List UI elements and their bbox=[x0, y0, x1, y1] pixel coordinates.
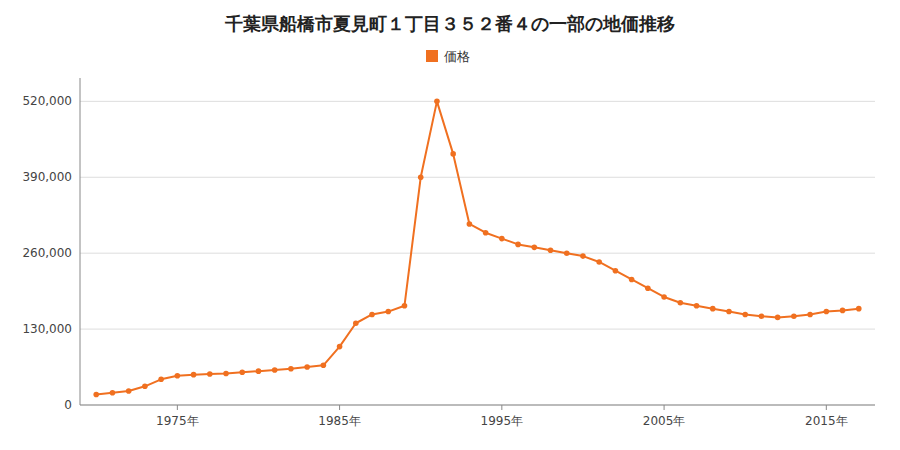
marker bbox=[239, 370, 245, 376]
grid bbox=[80, 101, 875, 405]
marker bbox=[515, 242, 521, 248]
x-tick-label: 2005年 bbox=[643, 414, 686, 428]
legend-swatch bbox=[426, 50, 438, 62]
marker bbox=[402, 303, 408, 309]
marker bbox=[613, 268, 619, 274]
marker bbox=[321, 362, 327, 368]
marker bbox=[191, 372, 197, 378]
marker bbox=[678, 300, 684, 306]
marker bbox=[824, 309, 830, 315]
y-tick-label: 260,000 bbox=[22, 246, 72, 260]
marker bbox=[726, 309, 732, 315]
marker bbox=[142, 384, 148, 390]
marker bbox=[661, 294, 667, 300]
x-tick bbox=[339, 405, 340, 410]
marker bbox=[564, 250, 570, 256]
y-tick-label: 390,000 bbox=[22, 170, 72, 184]
marker bbox=[450, 151, 456, 157]
marker bbox=[840, 308, 846, 314]
marker bbox=[304, 364, 310, 370]
legend-label: 価格 bbox=[444, 49, 470, 64]
marker bbox=[580, 253, 586, 259]
chart: 千葉県船橋市夏見町１丁目３５２番４の一部の地価推移 0 130,000 260,000… bbox=[0, 0, 900, 450]
marker bbox=[710, 306, 716, 312]
marker bbox=[288, 366, 294, 372]
grid-line bbox=[80, 177, 875, 178]
marker bbox=[499, 236, 505, 242]
x-tick bbox=[501, 405, 502, 410]
x-axis-line bbox=[80, 405, 875, 406]
plot-area bbox=[93, 99, 861, 398]
marker bbox=[596, 259, 602, 265]
y-tick-label: 130,000 bbox=[22, 322, 72, 336]
marker bbox=[645, 285, 651, 291]
marker bbox=[207, 371, 213, 377]
marker bbox=[418, 174, 424, 180]
marker bbox=[694, 303, 700, 309]
marker bbox=[531, 245, 537, 251]
x-tick bbox=[177, 405, 178, 410]
marker bbox=[775, 315, 781, 321]
line bbox=[96, 101, 859, 394]
marker bbox=[807, 312, 813, 318]
marker bbox=[369, 312, 375, 318]
marker bbox=[158, 377, 164, 383]
x-tick bbox=[664, 405, 665, 410]
marker bbox=[272, 367, 278, 373]
legend: 価格 bbox=[426, 49, 470, 64]
x-tick-label: 1975年 bbox=[156, 414, 199, 428]
marker bbox=[110, 390, 116, 396]
marker bbox=[223, 371, 229, 377]
y-tick-label: 0 bbox=[64, 398, 72, 412]
marker bbox=[434, 99, 440, 105]
y-tick-label: 520,000 bbox=[22, 94, 72, 108]
marker bbox=[467, 221, 473, 227]
x-tick bbox=[826, 405, 827, 410]
marker bbox=[256, 368, 262, 374]
marker bbox=[483, 230, 489, 236]
x-tick-label: 2015年 bbox=[805, 414, 848, 428]
marker bbox=[353, 320, 359, 326]
x-tick-label: 1985年 bbox=[318, 414, 361, 428]
marker bbox=[759, 313, 765, 319]
marker bbox=[856, 306, 862, 312]
marker bbox=[385, 309, 391, 315]
marker bbox=[126, 388, 132, 394]
marker bbox=[337, 344, 343, 350]
marker bbox=[93, 392, 99, 398]
marker bbox=[629, 277, 635, 283]
grid-line bbox=[80, 253, 875, 254]
y-axis-line bbox=[80, 78, 81, 405]
marker bbox=[175, 373, 181, 379]
grid-line bbox=[80, 101, 875, 102]
title: 千葉県船橋市夏見町１丁目３５２番４の一部の地価推移 bbox=[224, 13, 675, 34]
marker bbox=[548, 247, 554, 253]
x-tick-label: 1995年 bbox=[481, 414, 524, 428]
grid-line bbox=[80, 405, 875, 406]
grid-line bbox=[80, 329, 875, 330]
marker bbox=[742, 312, 748, 318]
marker bbox=[791, 313, 797, 319]
